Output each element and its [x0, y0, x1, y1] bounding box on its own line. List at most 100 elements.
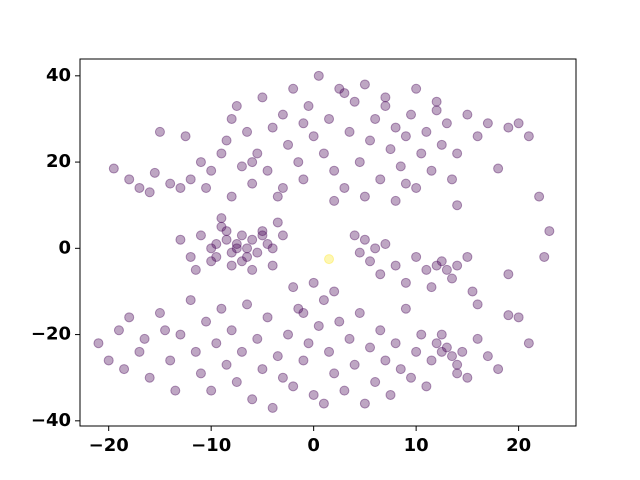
point — [400, 303, 411, 314]
point — [298, 308, 309, 319]
point — [406, 372, 417, 383]
point — [441, 118, 452, 129]
point — [165, 178, 176, 189]
point — [298, 118, 309, 129]
point — [390, 260, 401, 271]
point — [472, 299, 483, 310]
point — [303, 338, 314, 349]
point — [201, 182, 212, 193]
point — [283, 139, 294, 150]
point — [370, 113, 381, 124]
point — [380, 92, 391, 103]
point — [395, 364, 406, 375]
point — [421, 126, 432, 137]
point — [375, 174, 386, 185]
point — [216, 148, 227, 159]
point — [313, 320, 324, 331]
point — [431, 260, 442, 271]
point — [441, 264, 452, 275]
point — [221, 226, 232, 237]
point — [226, 325, 237, 336]
point — [206, 165, 217, 176]
point — [185, 251, 196, 262]
point — [149, 167, 160, 178]
point — [247, 178, 258, 189]
point — [242, 299, 253, 310]
point — [365, 342, 376, 353]
point — [370, 377, 381, 388]
point — [544, 226, 555, 237]
point — [452, 260, 463, 271]
point — [262, 239, 273, 250]
point — [472, 131, 483, 142]
y-tick-label: 20 — [46, 151, 71, 172]
point — [411, 346, 422, 357]
point — [144, 187, 155, 198]
point — [247, 157, 258, 168]
point — [160, 325, 171, 336]
point — [206, 256, 217, 267]
point — [277, 372, 288, 383]
point — [154, 308, 165, 319]
point — [329, 165, 340, 176]
point — [124, 174, 135, 185]
point — [277, 109, 288, 120]
point — [185, 295, 196, 306]
point — [400, 277, 411, 288]
point — [334, 83, 345, 94]
point — [523, 131, 534, 142]
point — [272, 351, 283, 362]
point — [349, 359, 360, 370]
point — [288, 381, 299, 392]
point — [119, 364, 130, 375]
point — [298, 355, 309, 366]
point — [400, 178, 411, 189]
point — [447, 174, 457, 185]
point — [242, 243, 253, 254]
point — [421, 264, 432, 275]
point — [267, 243, 278, 254]
point — [523, 338, 534, 349]
point — [257, 230, 268, 241]
point — [201, 316, 212, 327]
point — [318, 398, 329, 409]
point — [206, 385, 217, 396]
point — [385, 144, 396, 155]
point — [236, 346, 247, 357]
point — [283, 329, 294, 340]
point — [165, 355, 176, 366]
x-tick-label: 20 — [506, 435, 531, 456]
point — [431, 105, 442, 116]
y-tick-label: 0 — [58, 237, 71, 258]
point — [493, 163, 504, 174]
point — [354, 247, 365, 258]
point — [139, 333, 150, 344]
point — [395, 161, 406, 172]
y-tick-label: −40 — [31, 410, 71, 431]
point — [390, 195, 401, 206]
point — [231, 101, 242, 112]
point — [211, 338, 222, 349]
point — [242, 126, 253, 137]
point — [400, 131, 411, 142]
point — [344, 333, 355, 344]
point — [211, 251, 222, 262]
point — [457, 346, 468, 357]
point — [303, 101, 314, 112]
point — [257, 364, 268, 375]
point — [180, 131, 191, 142]
point — [324, 254, 335, 265]
point — [447, 273, 457, 284]
point — [252, 148, 263, 159]
point — [308, 131, 319, 142]
point — [380, 355, 391, 366]
point — [354, 308, 365, 319]
point — [231, 377, 242, 388]
point — [195, 368, 206, 379]
point — [134, 346, 145, 357]
point — [175, 234, 186, 245]
point — [257, 92, 268, 103]
point — [503, 122, 514, 133]
point — [385, 389, 396, 400]
